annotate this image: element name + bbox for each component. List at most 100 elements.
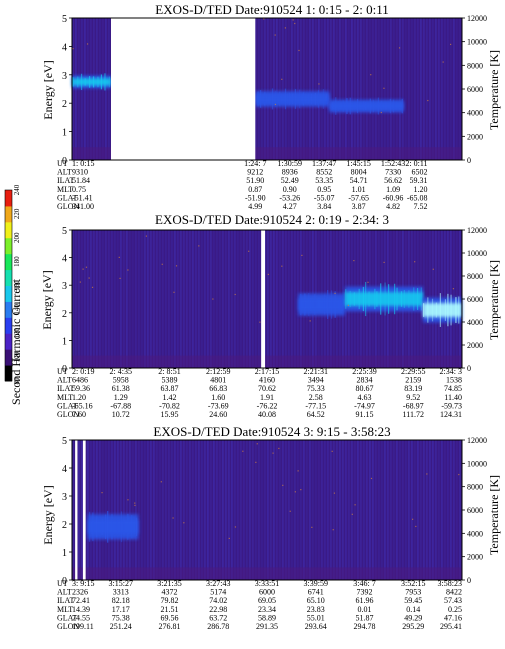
- spectrogram-texture: [93, 440, 95, 580]
- orbit-row-label: GLAT: [57, 193, 78, 202]
- orbit-cell: 6486: [72, 376, 88, 385]
- intensity-band-core: [87, 519, 139, 534]
- orbit-cell: -70.82: [159, 401, 180, 410]
- colorbar-step: [5, 205, 12, 223]
- panel-2-plot-area: 0 1 2 3 4 5 0 2000 4000 6000 8000 10000 12000: [62, 226, 487, 375]
- spectrogram-texture: [162, 440, 164, 580]
- colorbar-scale: [4, 189, 13, 382]
- noise-dot: [259, 321, 261, 323]
- orbit-cell: 54.71: [350, 176, 368, 185]
- orbit-cell: 9.52: [406, 393, 420, 402]
- intensity-streak: [385, 102, 387, 110]
- intensity-streak: [388, 284, 390, 314]
- spectrogram-texture: [441, 18, 443, 160]
- spectrogram-texture: [294, 440, 296, 580]
- intensity-streak: [101, 518, 103, 536]
- orbit-cell: 3:15:27: [109, 579, 133, 588]
- spectrogram-texture: [318, 440, 320, 580]
- spectrogram-texture: [174, 440, 176, 580]
- orbit-cell: -57.65: [348, 193, 369, 202]
- orbit-cell: 3:27:43: [206, 579, 230, 588]
- spectrogram-texture: [153, 440, 155, 580]
- spectrogram-texture: [96, 230, 98, 368]
- orbit-cell: 47.16: [444, 613, 462, 622]
- orbit-cell: 49.29: [404, 613, 422, 622]
- spectrogram-texture: [276, 18, 278, 160]
- spectrogram-texture: [198, 440, 200, 580]
- spectrogram-texture: [90, 18, 92, 160]
- orbit-cell: 70.62: [258, 384, 276, 393]
- spectrogram-texture: [111, 230, 113, 368]
- spectrogram-texture: [243, 440, 245, 580]
- temperature-tick-label: 4000: [467, 109, 483, 118]
- noise-dot: [432, 268, 434, 270]
- spectrogram-texture: [342, 440, 344, 580]
- spectrogram-texture: [336, 18, 338, 160]
- orbit-cell: 22.98: [209, 605, 227, 614]
- spectrogram-texture: [78, 18, 80, 160]
- orbit-cell: 3.87: [352, 202, 366, 211]
- noise-dot: [347, 304, 350, 306]
- panel-1-title: EXOS-D/TED Date:910524 1: 0:15 - 2: 0:11: [155, 2, 389, 17]
- orbit-cell: 17.17: [112, 605, 130, 614]
- data-gap: [75, 440, 78, 580]
- intensity-streak: [111, 514, 113, 540]
- orbit-cell: 4.82: [386, 202, 400, 211]
- orbit-cell: 2: 0:11: [405, 159, 427, 168]
- spectrogram-texture: [399, 18, 401, 160]
- orbit-cell: 4372: [162, 588, 178, 597]
- orbit-cell: 1:24: 7: [244, 159, 266, 168]
- orbit-cell: 24.60: [209, 410, 227, 419]
- spectrogram-texture: [357, 18, 359, 160]
- spectrogram-texture: [459, 440, 461, 580]
- spectrogram-texture: [270, 230, 272, 368]
- spectrogram-texture: [183, 440, 185, 580]
- intensity-streak: [368, 291, 370, 307]
- energy-tick-label: 3: [62, 71, 67, 82]
- spectrogram-texture: [453, 18, 455, 160]
- noise-dot: [145, 235, 147, 237]
- noise-dot: [85, 266, 88, 268]
- intensity-streak: [394, 283, 396, 315]
- spectrogram-texture: [144, 230, 146, 368]
- data-gap: [261, 230, 266, 368]
- noise-dot: [88, 277, 90, 279]
- spectrogram-texture: [456, 440, 458, 580]
- orbit-cell: 69.05: [258, 596, 276, 605]
- spectrogram-texture: [285, 230, 287, 368]
- spectrogram-texture: [255, 230, 257, 368]
- spectrogram-texture: [231, 440, 233, 580]
- energy-tick-label: 5: [62, 14, 67, 25]
- intensity-streak: [89, 76, 91, 88]
- colorbar-tick-label: 180: [13, 256, 21, 267]
- energy-tick-label: 1: [62, 128, 67, 139]
- spectrogram-texture: [327, 18, 329, 160]
- intensity-streak: [120, 511, 123, 543]
- intensity-streak: [377, 97, 379, 115]
- temperature-tick-label: 4000: [467, 529, 483, 538]
- spectrogram-texture: [162, 230, 164, 368]
- intensity-streak: [380, 101, 382, 111]
- intensity-streak: [116, 519, 118, 534]
- orbit-cell: 3:39:59: [304, 579, 328, 588]
- spectrogram-texture: [321, 18, 323, 160]
- intensity-streak: [408, 290, 410, 308]
- noise-dot: [309, 320, 311, 322]
- noise-dot: [370, 477, 373, 480]
- intensity-streak: [356, 98, 359, 114]
- spectrogram-texture: [222, 440, 224, 580]
- spectrogram-texture: [99, 230, 101, 368]
- orbit-cell: 5174: [210, 588, 226, 597]
- orbit-cell: -73.69: [208, 401, 229, 410]
- noise-dot: [256, 443, 258, 445]
- intensity-streak: [72, 77, 74, 87]
- spectrogram-texture: [270, 440, 272, 580]
- noise-dot: [442, 61, 444, 63]
- orbit-cell: 1:45:15: [346, 159, 370, 168]
- intensity-streak: [323, 294, 326, 315]
- orbit-cell: 0.25: [448, 605, 462, 614]
- intensity-streak: [307, 94, 309, 104]
- intensity-streak: [335, 97, 337, 115]
- orbit-cell: 56.62: [384, 176, 402, 185]
- spectrogram-texture: [159, 440, 161, 580]
